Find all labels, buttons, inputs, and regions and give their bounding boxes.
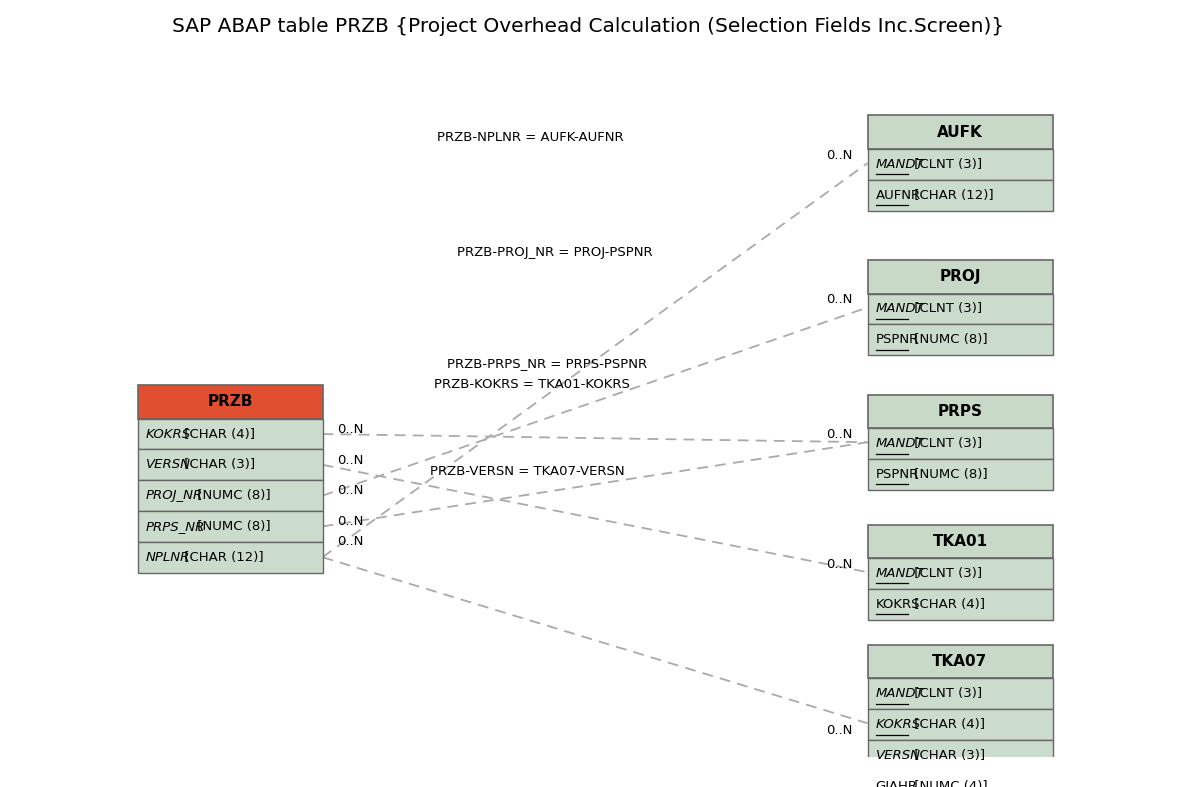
Text: [NUMC (4)]: [NUMC (4)]: [910, 780, 988, 787]
Bar: [138, 385, 322, 419]
Bar: [867, 428, 1052, 459]
Text: [CHAR (3)]: [CHAR (3)]: [180, 458, 255, 471]
Text: [CLNT (3)]: [CLNT (3)]: [910, 437, 982, 450]
Text: PRZB: PRZB: [207, 394, 253, 409]
Text: [CHAR (4)]: [CHAR (4)]: [910, 598, 985, 611]
Text: MANDT: MANDT: [876, 567, 924, 580]
Text: 0..N: 0..N: [826, 428, 852, 441]
Text: GJAHR: GJAHR: [876, 780, 918, 787]
Text: [CHAR (12)]: [CHAR (12)]: [180, 551, 264, 563]
Text: KOKRS: KOKRS: [876, 598, 920, 611]
Text: [CHAR (4)]: [CHAR (4)]: [180, 427, 255, 441]
Bar: [867, 260, 1052, 294]
Text: PRPS: PRPS: [938, 404, 983, 419]
Text: PROJ: PROJ: [939, 269, 980, 284]
Text: PRPS_NR: PRPS_NR: [146, 520, 205, 533]
Text: PRZB-PROJ_NR = PROJ-PSPNR: PRZB-PROJ_NR = PROJ-PSPNR: [457, 246, 653, 259]
Bar: [867, 324, 1052, 355]
Text: 0..N: 0..N: [826, 294, 852, 306]
Text: PSPNR: PSPNR: [876, 468, 919, 481]
Text: MANDT: MANDT: [876, 158, 924, 171]
Bar: [867, 294, 1052, 324]
Bar: [867, 740, 1052, 771]
Bar: [867, 645, 1052, 678]
Text: [NUMC (8)]: [NUMC (8)]: [193, 490, 271, 502]
Text: [NUMC (8)]: [NUMC (8)]: [910, 333, 988, 346]
Text: 0..N: 0..N: [826, 725, 852, 737]
Text: AUFNR: AUFNR: [876, 189, 920, 201]
Text: 0..N: 0..N: [826, 149, 852, 162]
Bar: [867, 150, 1052, 180]
Text: NPLNR: NPLNR: [146, 551, 189, 563]
Bar: [138, 541, 322, 573]
Text: [NUMC (8)]: [NUMC (8)]: [910, 468, 988, 481]
Bar: [138, 419, 322, 449]
Bar: [867, 116, 1052, 150]
Bar: [138, 449, 322, 480]
Bar: [867, 394, 1052, 428]
Bar: [867, 180, 1052, 211]
Bar: [867, 771, 1052, 787]
Text: [CHAR (3)]: [CHAR (3)]: [910, 749, 985, 762]
Bar: [867, 459, 1052, 490]
Text: 0..N: 0..N: [338, 515, 364, 528]
Bar: [867, 524, 1052, 558]
Bar: [867, 558, 1052, 589]
Bar: [138, 511, 322, 541]
Text: TKA07: TKA07: [932, 654, 988, 669]
Bar: [867, 589, 1052, 620]
Bar: [138, 480, 322, 511]
Text: MANDT: MANDT: [876, 437, 924, 450]
Text: 0..N: 0..N: [338, 484, 364, 497]
Text: 0..N: 0..N: [826, 558, 852, 571]
Text: PRZB-PRPS_NR = PRPS-PSPNR: PRZB-PRPS_NR = PRPS-PSPNR: [447, 357, 647, 370]
Text: [CHAR (4)]: [CHAR (4)]: [910, 719, 985, 731]
Bar: [867, 709, 1052, 740]
Text: [NUMC (8)]: [NUMC (8)]: [193, 520, 271, 533]
Text: PRZB-KOKRS = TKA01-KOKRS: PRZB-KOKRS = TKA01-KOKRS: [434, 379, 630, 391]
Text: 0..N: 0..N: [338, 535, 364, 549]
Text: 0..N: 0..N: [338, 453, 364, 467]
Text: SAP ABAP table PRZB {Project Overhead Calculation (Selection Fields Inc.Screen)}: SAP ABAP table PRZB {Project Overhead Ca…: [173, 17, 1004, 36]
Text: [CHAR (12)]: [CHAR (12)]: [910, 189, 993, 201]
Text: 0..N: 0..N: [338, 423, 364, 436]
Text: [CLNT (3)]: [CLNT (3)]: [910, 567, 982, 580]
Text: [CLNT (3)]: [CLNT (3)]: [910, 158, 982, 171]
Text: PSPNR: PSPNR: [876, 333, 919, 346]
Text: VERSN: VERSN: [146, 458, 191, 471]
Text: KOKRS: KOKRS: [876, 719, 920, 731]
Text: PROJ_NR: PROJ_NR: [146, 490, 202, 502]
Text: [CLNT (3)]: [CLNT (3)]: [910, 687, 982, 700]
Text: [CLNT (3)]: [CLNT (3)]: [910, 302, 982, 316]
Text: AUFK: AUFK: [937, 125, 983, 140]
Text: MANDT: MANDT: [876, 302, 924, 316]
Text: TKA01: TKA01: [932, 534, 988, 549]
Text: VERSN: VERSN: [876, 749, 920, 762]
Bar: [867, 678, 1052, 709]
Text: MANDT: MANDT: [876, 687, 924, 700]
Text: PRZB-VERSN = TKA07-VERSN: PRZB-VERSN = TKA07-VERSN: [430, 465, 624, 478]
Text: PRZB-NPLNR = AUFK-AUFNR: PRZB-NPLNR = AUFK-AUFNR: [437, 131, 624, 144]
Text: KOKRS: KOKRS: [146, 427, 191, 441]
